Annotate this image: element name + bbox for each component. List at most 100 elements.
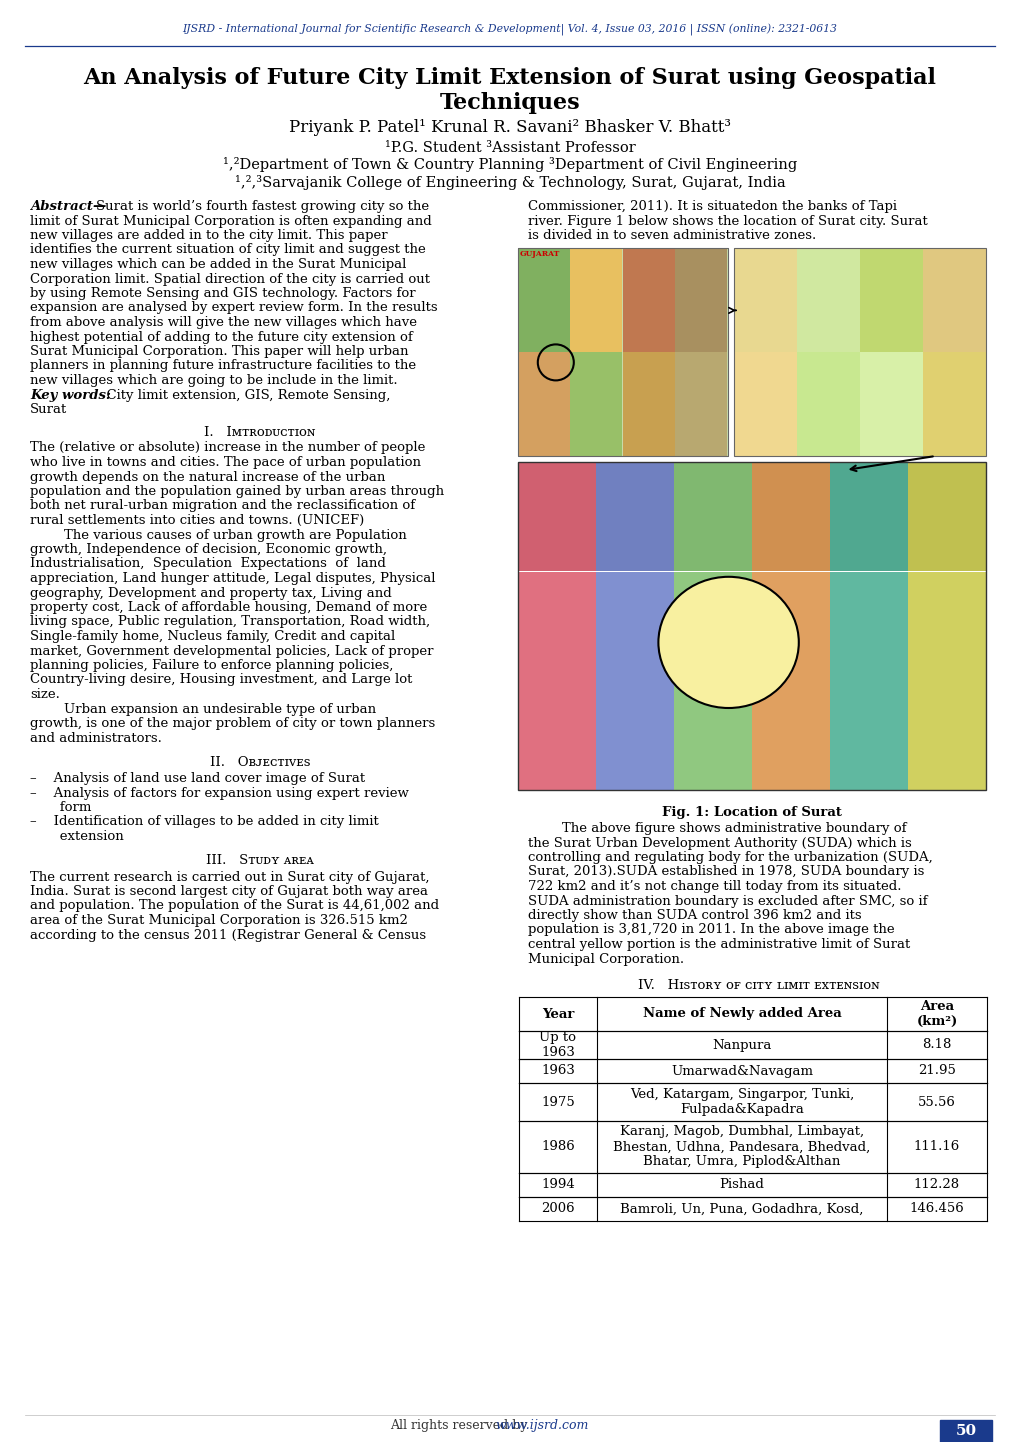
Bar bbox=[922, 352, 985, 456]
Text: central yellow portion is the administrative limit of Surat: central yellow portion is the administra… bbox=[528, 937, 909, 952]
Text: Surat Municipal Corporation. This paper will help urban: Surat Municipal Corporation. This paper … bbox=[30, 345, 408, 358]
Text: GUJARAT: GUJARAT bbox=[520, 249, 559, 258]
Text: Corporation limit. Spatial direction of the city is carried out: Corporation limit. Spatial direction of … bbox=[30, 273, 430, 286]
Text: and administrators.: and administrators. bbox=[30, 731, 162, 744]
Text: Single-family home, Nucleus family, Credit and capital: Single-family home, Nucleus family, Cred… bbox=[30, 630, 395, 643]
Text: Surat is world’s fourth fastest growing city so the: Surat is world’s fourth fastest growing … bbox=[96, 200, 429, 213]
Text: property cost, Lack of affordable housing, Demand of more: property cost, Lack of affordable housin… bbox=[30, 601, 427, 614]
Text: 21.95: 21.95 bbox=[917, 1064, 955, 1077]
Bar bbox=[595, 572, 674, 790]
Bar bbox=[518, 248, 570, 352]
Ellipse shape bbox=[657, 577, 798, 708]
Text: 722 km2 and it’s not change till today from its situated.: 722 km2 and it’s not change till today f… bbox=[528, 880, 901, 893]
Bar bbox=[518, 572, 595, 790]
Text: Industrialisation,  Speculation  Expectations  of  land: Industrialisation, Speculation Expectati… bbox=[30, 558, 385, 571]
Bar bbox=[940, 1420, 991, 1442]
Text: directly show than SUDA control 396 km2 and its: directly show than SUDA control 396 km2 … bbox=[528, 908, 861, 921]
Text: identifies the current situation of city limit and suggest the: identifies the current situation of city… bbox=[30, 244, 425, 257]
Text: 8.18: 8.18 bbox=[921, 1038, 951, 1051]
Text: 55.56: 55.56 bbox=[917, 1096, 955, 1109]
Text: Pishad: Pishad bbox=[718, 1178, 763, 1191]
Text: 2006: 2006 bbox=[541, 1203, 575, 1216]
Text: ¹,²,³Sarvajanik College of Engineering & Technology, Surat, Gujarat, India: ¹,²,³Sarvajanik College of Engineering &… bbox=[234, 174, 785, 189]
Text: Bamroli, Un, Puna, Godadhra, Kosd,: Bamroli, Un, Puna, Godadhra, Kosd, bbox=[620, 1203, 863, 1216]
Text: All rights reserved by: All rights reserved by bbox=[389, 1419, 531, 1432]
Bar bbox=[518, 461, 595, 571]
Text: www.ijsrd.com: www.ijsrd.com bbox=[494, 1419, 588, 1432]
Text: The current research is carried out in Surat city of Gujarat,: The current research is carried out in S… bbox=[30, 871, 429, 884]
Text: and population. The population of the Surat is 44,61,002 and: and population. The population of the Su… bbox=[30, 900, 439, 913]
Bar bbox=[570, 248, 622, 352]
Text: India. Surat is second largest city of Gujarat both way area: India. Surat is second largest city of G… bbox=[30, 885, 428, 898]
Text: geography, Development and property tax, Living and: geography, Development and property tax,… bbox=[30, 587, 391, 600]
Text: market, Government developmental policies, Lack of proper: market, Government developmental policie… bbox=[30, 645, 433, 658]
Text: form: form bbox=[30, 800, 92, 813]
Text: 112.28: 112.28 bbox=[913, 1178, 959, 1191]
Text: from above analysis will give the new villages which have: from above analysis will give the new vi… bbox=[30, 316, 417, 329]
Text: population and the population gained by urban areas through: population and the population gained by … bbox=[30, 485, 443, 497]
Text: Commissioner, 2011). It is situatedon the banks of Tapi: Commissioner, 2011). It is situatedon th… bbox=[528, 200, 896, 213]
Text: Key words:: Key words: bbox=[30, 388, 111, 401]
Text: City limit extension, GIS, Remote Sensing,: City limit extension, GIS, Remote Sensin… bbox=[98, 388, 390, 401]
Text: The above figure shows administrative boundary of: The above figure shows administrative bo… bbox=[528, 822, 906, 835]
Text: –    Analysis of land use land cover image of Surat: – Analysis of land use land cover image … bbox=[30, 771, 365, 784]
Text: IJSRD - International Journal for Scientific Research & Development| Vol. 4, Iss: IJSRD - International Journal for Scient… bbox=[182, 25, 837, 36]
Bar bbox=[922, 248, 985, 352]
Bar bbox=[829, 572, 907, 790]
Text: 50: 50 bbox=[955, 1425, 975, 1438]
Text: 1963: 1963 bbox=[540, 1064, 575, 1077]
Bar bbox=[675, 248, 727, 352]
Text: according to the census 2011 (Registrar General & Census: according to the census 2011 (Registrar … bbox=[30, 929, 426, 942]
Text: Country-living desire, Housing investment, and Large lot: Country-living desire, Housing investmen… bbox=[30, 673, 412, 686]
Text: planners in planning future infrastructure facilities to the: planners in planning future infrastructu… bbox=[30, 359, 416, 372]
Text: controlling and regulating body for the urbanization (SUDA,: controlling and regulating body for the … bbox=[528, 851, 931, 864]
Text: new villages which can be added in the Surat Municipal: new villages which can be added in the S… bbox=[30, 258, 406, 271]
Text: Techniques: Techniques bbox=[439, 92, 580, 114]
Polygon shape bbox=[518, 248, 728, 456]
Text: appreciation, Land hunger attitude, Legal disputes, Physical: appreciation, Land hunger attitude, Lega… bbox=[30, 572, 435, 585]
Text: expansion are analysed by expert review form. In the results: expansion are analysed by expert review … bbox=[30, 301, 437, 314]
Text: Fig. 1: Location of Surat: Fig. 1: Location of Surat bbox=[661, 806, 841, 819]
Text: ¹P.G. Student ³Assistant Professor: ¹P.G. Student ³Assistant Professor bbox=[384, 141, 635, 154]
Text: Surat, 2013).SUDA established in 1978, SUDA boundary is: Surat, 2013).SUDA established in 1978, S… bbox=[528, 865, 923, 878]
Bar bbox=[570, 352, 622, 456]
Text: Karanj, Magob, Dumbhal, Limbayat,
Bhestan, Udhna, Pandesara, Bhedvad,
Bhatar, Um: Karanj, Magob, Dumbhal, Limbayat, Bhesta… bbox=[612, 1126, 870, 1168]
Bar bbox=[907, 572, 985, 790]
Text: 1975: 1975 bbox=[541, 1096, 575, 1109]
Text: –    Identification of villages to be added in city limit: – Identification of villages to be added… bbox=[30, 816, 378, 829]
Bar bbox=[734, 248, 985, 456]
Text: Priyank P. Patel¹ Krunal R. Savani² Bhasker V. Bhatt³: Priyank P. Patel¹ Krunal R. Savani² Bhas… bbox=[288, 120, 731, 137]
Text: planning policies, Failure to enforce planning policies,: planning policies, Failure to enforce pl… bbox=[30, 659, 393, 672]
Text: Area
(km²): Area (km²) bbox=[915, 999, 957, 1028]
Text: Nanpura: Nanpura bbox=[711, 1038, 771, 1051]
Text: The (relative or absolute) increase in the number of people: The (relative or absolute) increase in t… bbox=[30, 441, 425, 454]
Text: Abstract—: Abstract— bbox=[30, 200, 106, 213]
Text: The various causes of urban growth are Population: The various causes of urban growth are P… bbox=[30, 529, 407, 542]
Text: SUDA administration boundary is excluded after SMC, so if: SUDA administration boundary is excluded… bbox=[528, 894, 926, 907]
Bar bbox=[829, 461, 907, 571]
Text: growth, Independence of decision, Economic growth,: growth, Independence of decision, Econom… bbox=[30, 544, 386, 557]
Bar bbox=[734, 248, 796, 352]
Text: rural settlements into cities and towns. (UNICEF): rural settlements into cities and towns.… bbox=[30, 513, 364, 526]
Bar bbox=[595, 461, 674, 571]
Bar bbox=[675, 352, 727, 456]
Text: extension: extension bbox=[30, 831, 123, 844]
Text: growth, is one of the major problem of city or town planners: growth, is one of the major problem of c… bbox=[30, 717, 435, 730]
Text: limit of Surat Municipal Corporation is often expanding and: limit of Surat Municipal Corporation is … bbox=[30, 215, 431, 228]
Text: I.   Iᴍᴛʀᴏᴅᴜᴄᴛɪᴏɴ: I. Iᴍᴛʀᴏᴅᴜᴄᴛɪᴏɴ bbox=[204, 425, 315, 438]
Bar bbox=[751, 461, 829, 571]
Text: II.   Oʙᴊᴇᴄᴛɪᴠᴇs: II. Oʙᴊᴇᴄᴛɪᴠᴇs bbox=[210, 756, 310, 769]
Text: Surat: Surat bbox=[30, 402, 67, 415]
Bar bbox=[623, 352, 675, 456]
Text: 1986: 1986 bbox=[541, 1141, 575, 1154]
Text: Municipal Corporation.: Municipal Corporation. bbox=[528, 953, 684, 966]
Text: by using Remote Sensing and GIS technology. Factors for: by using Remote Sensing and GIS technolo… bbox=[30, 287, 415, 300]
Bar bbox=[796, 248, 859, 352]
Bar bbox=[518, 248, 728, 456]
Text: An Analysis of Future City Limit Extension of Surat using Geospatial: An Analysis of Future City Limit Extensi… bbox=[84, 66, 935, 89]
Text: river. Figure 1 below shows the location of Surat city. Surat: river. Figure 1 below shows the location… bbox=[528, 215, 927, 228]
Text: who live in towns and cities. The pace of urban population: who live in towns and cities. The pace o… bbox=[30, 456, 421, 469]
Bar bbox=[674, 572, 751, 790]
Text: Year: Year bbox=[541, 1008, 574, 1021]
Bar bbox=[859, 352, 922, 456]
